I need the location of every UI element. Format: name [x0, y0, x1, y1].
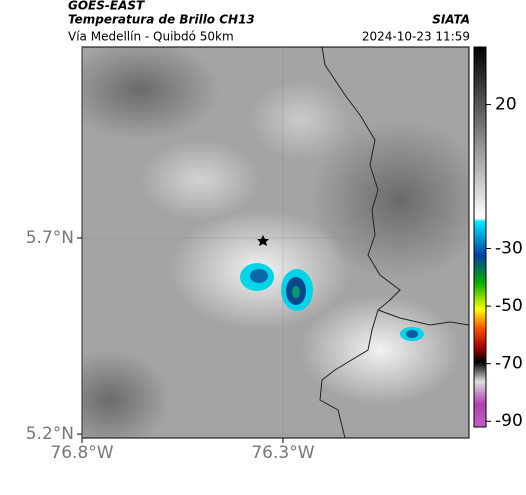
location: Vía Medellín - Quibdó 50km [68, 30, 234, 44]
datetime: 2024-10-23 11:59 [362, 30, 470, 44]
colorbar-tick-label: -30 [495, 239, 523, 259]
colorbar-tick-label: -90 [495, 411, 523, 431]
y-tick-label: 5.2°N [26, 424, 74, 444]
subtitle: Temperatura de Brillo CH13 [68, 13, 255, 27]
title: GOES-EAST [68, 0, 145, 13]
colorbar-tick-label: -50 [495, 296, 523, 316]
satellite-image [82, 47, 469, 438]
y-tick-label: 5.7°N [26, 228, 74, 248]
x-tick-label: 76.3°W [251, 443, 314, 463]
colorbar-tick-label: -70 [495, 354, 523, 374]
colorbar [473, 46, 487, 428]
colorbar-tick-label: 20 [495, 95, 517, 115]
x-tick-label: 76.8°W [50, 443, 113, 463]
source: SIATA [432, 13, 470, 27]
